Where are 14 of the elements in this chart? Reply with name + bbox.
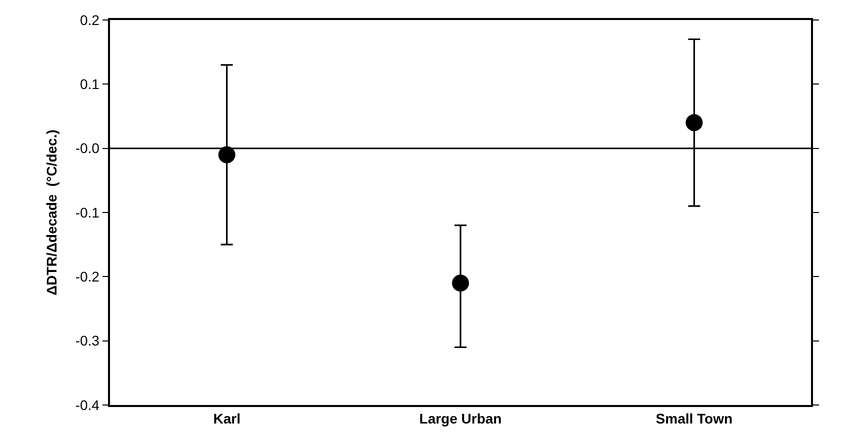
x-tick-label: Karl: [213, 410, 240, 427]
y-tick-label: -0.1: [75, 204, 100, 220]
y-tick-label: -0.0: [75, 140, 100, 156]
y-tick-label: -0.4: [75, 396, 100, 413]
y-tick-label: -0.3: [75, 332, 100, 349]
x-tick-label: Large Urban: [419, 410, 502, 427]
x-tick-label: Small Town: [656, 410, 733, 427]
point: [686, 114, 703, 132]
point: [218, 146, 236, 164]
y-axis-title: ΔDTR/Δdecade (°C/dec.): [43, 130, 60, 296]
y-tick-label: 0.2: [80, 12, 100, 28]
y-tick-label: 0.1: [80, 76, 100, 92]
y-tick-label: -0.2: [75, 268, 100, 285]
point: [452, 274, 469, 292]
